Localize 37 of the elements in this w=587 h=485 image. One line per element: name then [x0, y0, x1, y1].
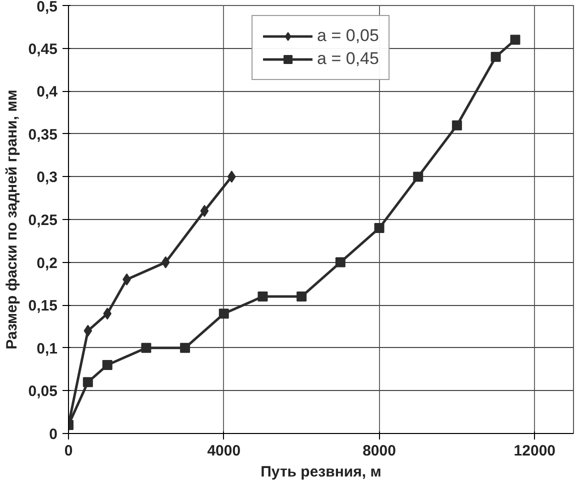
point	[452, 120, 462, 130]
y-tick-label: 0	[49, 426, 58, 443]
point	[218, 308, 229, 319]
point	[335, 257, 346, 268]
y-tick-label: 0,5	[36, 0, 58, 16]
legend-label: a = 0,05	[317, 26, 379, 46]
y-tick-label: 0,3	[36, 169, 58, 186]
point	[200, 204, 209, 217]
y-axis-title: Размер фаски по задней грани, мм	[3, 90, 20, 350]
point	[510, 34, 520, 45]
point	[84, 324, 92, 337]
y-tick-label: 0,35	[28, 126, 58, 144]
y-tick-label: 0,1	[36, 340, 58, 358]
point	[141, 342, 152, 353]
x-tick-label: 4000	[207, 442, 241, 460]
legend-label: a = 0,45	[317, 49, 379, 69]
y-tick-label: 0,15	[28, 298, 58, 315]
x-tick-label: 8000	[362, 442, 396, 460]
point	[82, 377, 93, 388]
y-tick-label: 0,25	[28, 212, 58, 229]
point	[102, 360, 112, 370]
y-tick-label: 0,05	[28, 383, 58, 400]
point	[258, 292, 268, 302]
point	[103, 308, 112, 320]
point	[490, 52, 501, 62]
y-tick-label: 0,45	[28, 40, 58, 58]
y-tick-label: 0,4	[36, 84, 58, 101]
y-tick-label: 0,2	[36, 254, 58, 272]
point	[374, 223, 384, 234]
point	[413, 172, 424, 182]
x-tick-label: 0	[64, 442, 73, 460]
x-axis-title: Путь резвния, м	[260, 464, 382, 480]
point	[296, 292, 307, 302]
point	[161, 256, 170, 268]
x-tick-label: 12000	[514, 442, 556, 460]
point	[180, 342, 190, 353]
point	[227, 170, 236, 183]
